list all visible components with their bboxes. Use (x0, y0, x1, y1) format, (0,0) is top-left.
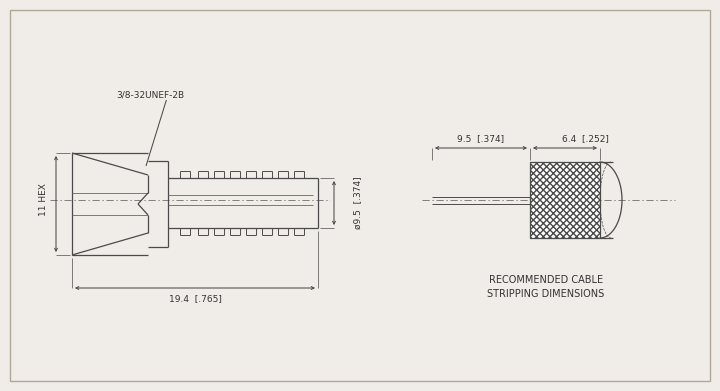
Bar (530, 162, 600, 238)
Text: ø9.5  [.374]: ø9.5 [.374] (354, 177, 362, 229)
Text: 19.4  [.765]: 19.4 [.765] (168, 294, 222, 303)
Text: 6.4  [.252]: 6.4 [.252] (562, 135, 608, 143)
Text: RECOMMENDED CABLE: RECOMMENDED CABLE (489, 275, 603, 285)
Text: 11 HEX: 11 HEX (38, 183, 48, 217)
Text: 3/8-32UNEF-2B: 3/8-32UNEF-2B (116, 90, 184, 99)
Text: STRIPPING DIMENSIONS: STRIPPING DIMENSIONS (487, 289, 605, 299)
Text: 9.5  [.374]: 9.5 [.374] (457, 135, 505, 143)
